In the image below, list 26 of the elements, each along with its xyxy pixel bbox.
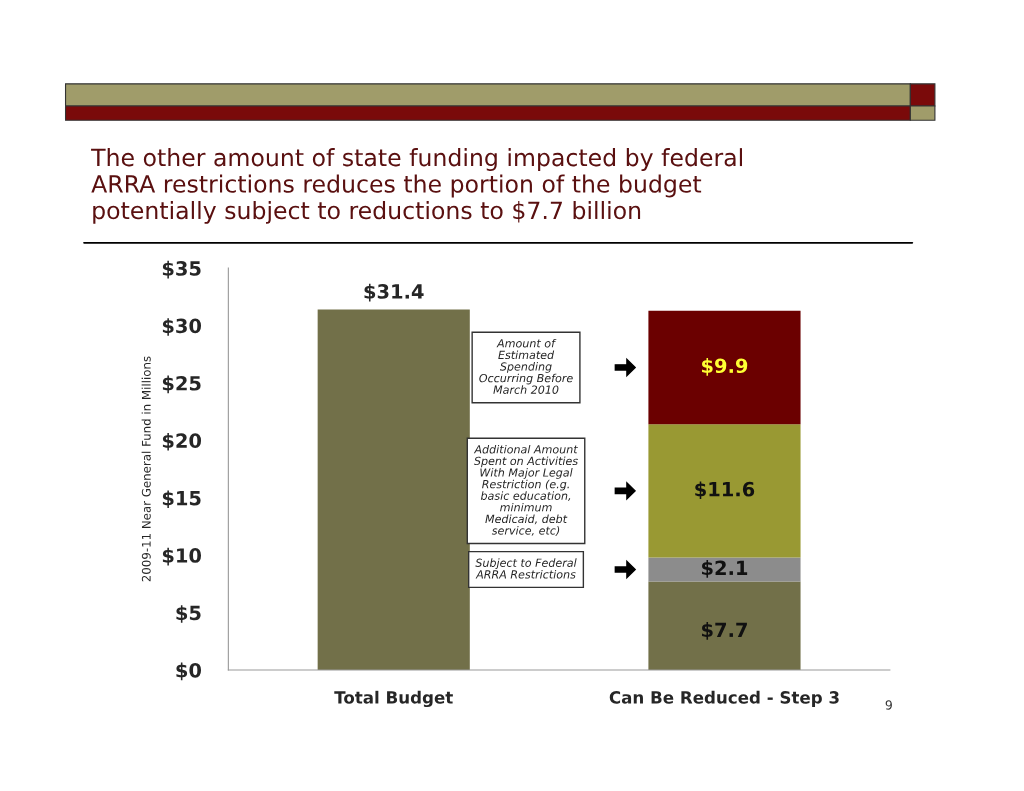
y-tick-label: $0 (176, 662, 202, 681)
bar (648, 424, 801, 558)
y-tick-label: $15 (162, 490, 201, 509)
y-tick-label: $30 (162, 318, 202, 336)
y-tick-label: $25 (162, 375, 201, 394)
data-label: $2.1 (702, 560, 748, 578)
bar (648, 557, 801, 582)
y-tick-label: $5 (176, 605, 201, 623)
y-tick-label: $10 (162, 547, 202, 566)
annotation: Additional Amount Spent on Activities With Major Legal Restriction (e.g. basic education, minimum Medicaid, debt service, etc) (473, 444, 578, 536)
data-label: $7.7 (702, 622, 747, 640)
bar (317, 309, 470, 670)
y-tick-label: $35 (162, 260, 201, 279)
y-axis-title: 2009-11 Near General Fund in Millions (141, 356, 151, 582)
annotation: Subject to Federal ARRA Restrictions (475, 558, 577, 579)
bar (648, 310, 801, 425)
annotation: Amount of Estimated Spending Occurring Before March 2010 (479, 338, 573, 394)
x-tick-label: Total Budget (334, 690, 453, 708)
y-tick-label: $20 (162, 432, 202, 451)
data-label: $9.9 (702, 358, 748, 376)
data-label: $11.6 (695, 481, 755, 500)
data-label: $31.4 (364, 283, 424, 302)
x-tick-label: Can Be Reduced - Step 3 (609, 690, 839, 707)
chart-title: The other amount of state funding impacted by federal ARRA restrictions reduces the portion of the budget potentially subject to reductions to $7.7 billion (91, 148, 743, 224)
text: 9 (885, 700, 892, 710)
bar (648, 581, 801, 670)
